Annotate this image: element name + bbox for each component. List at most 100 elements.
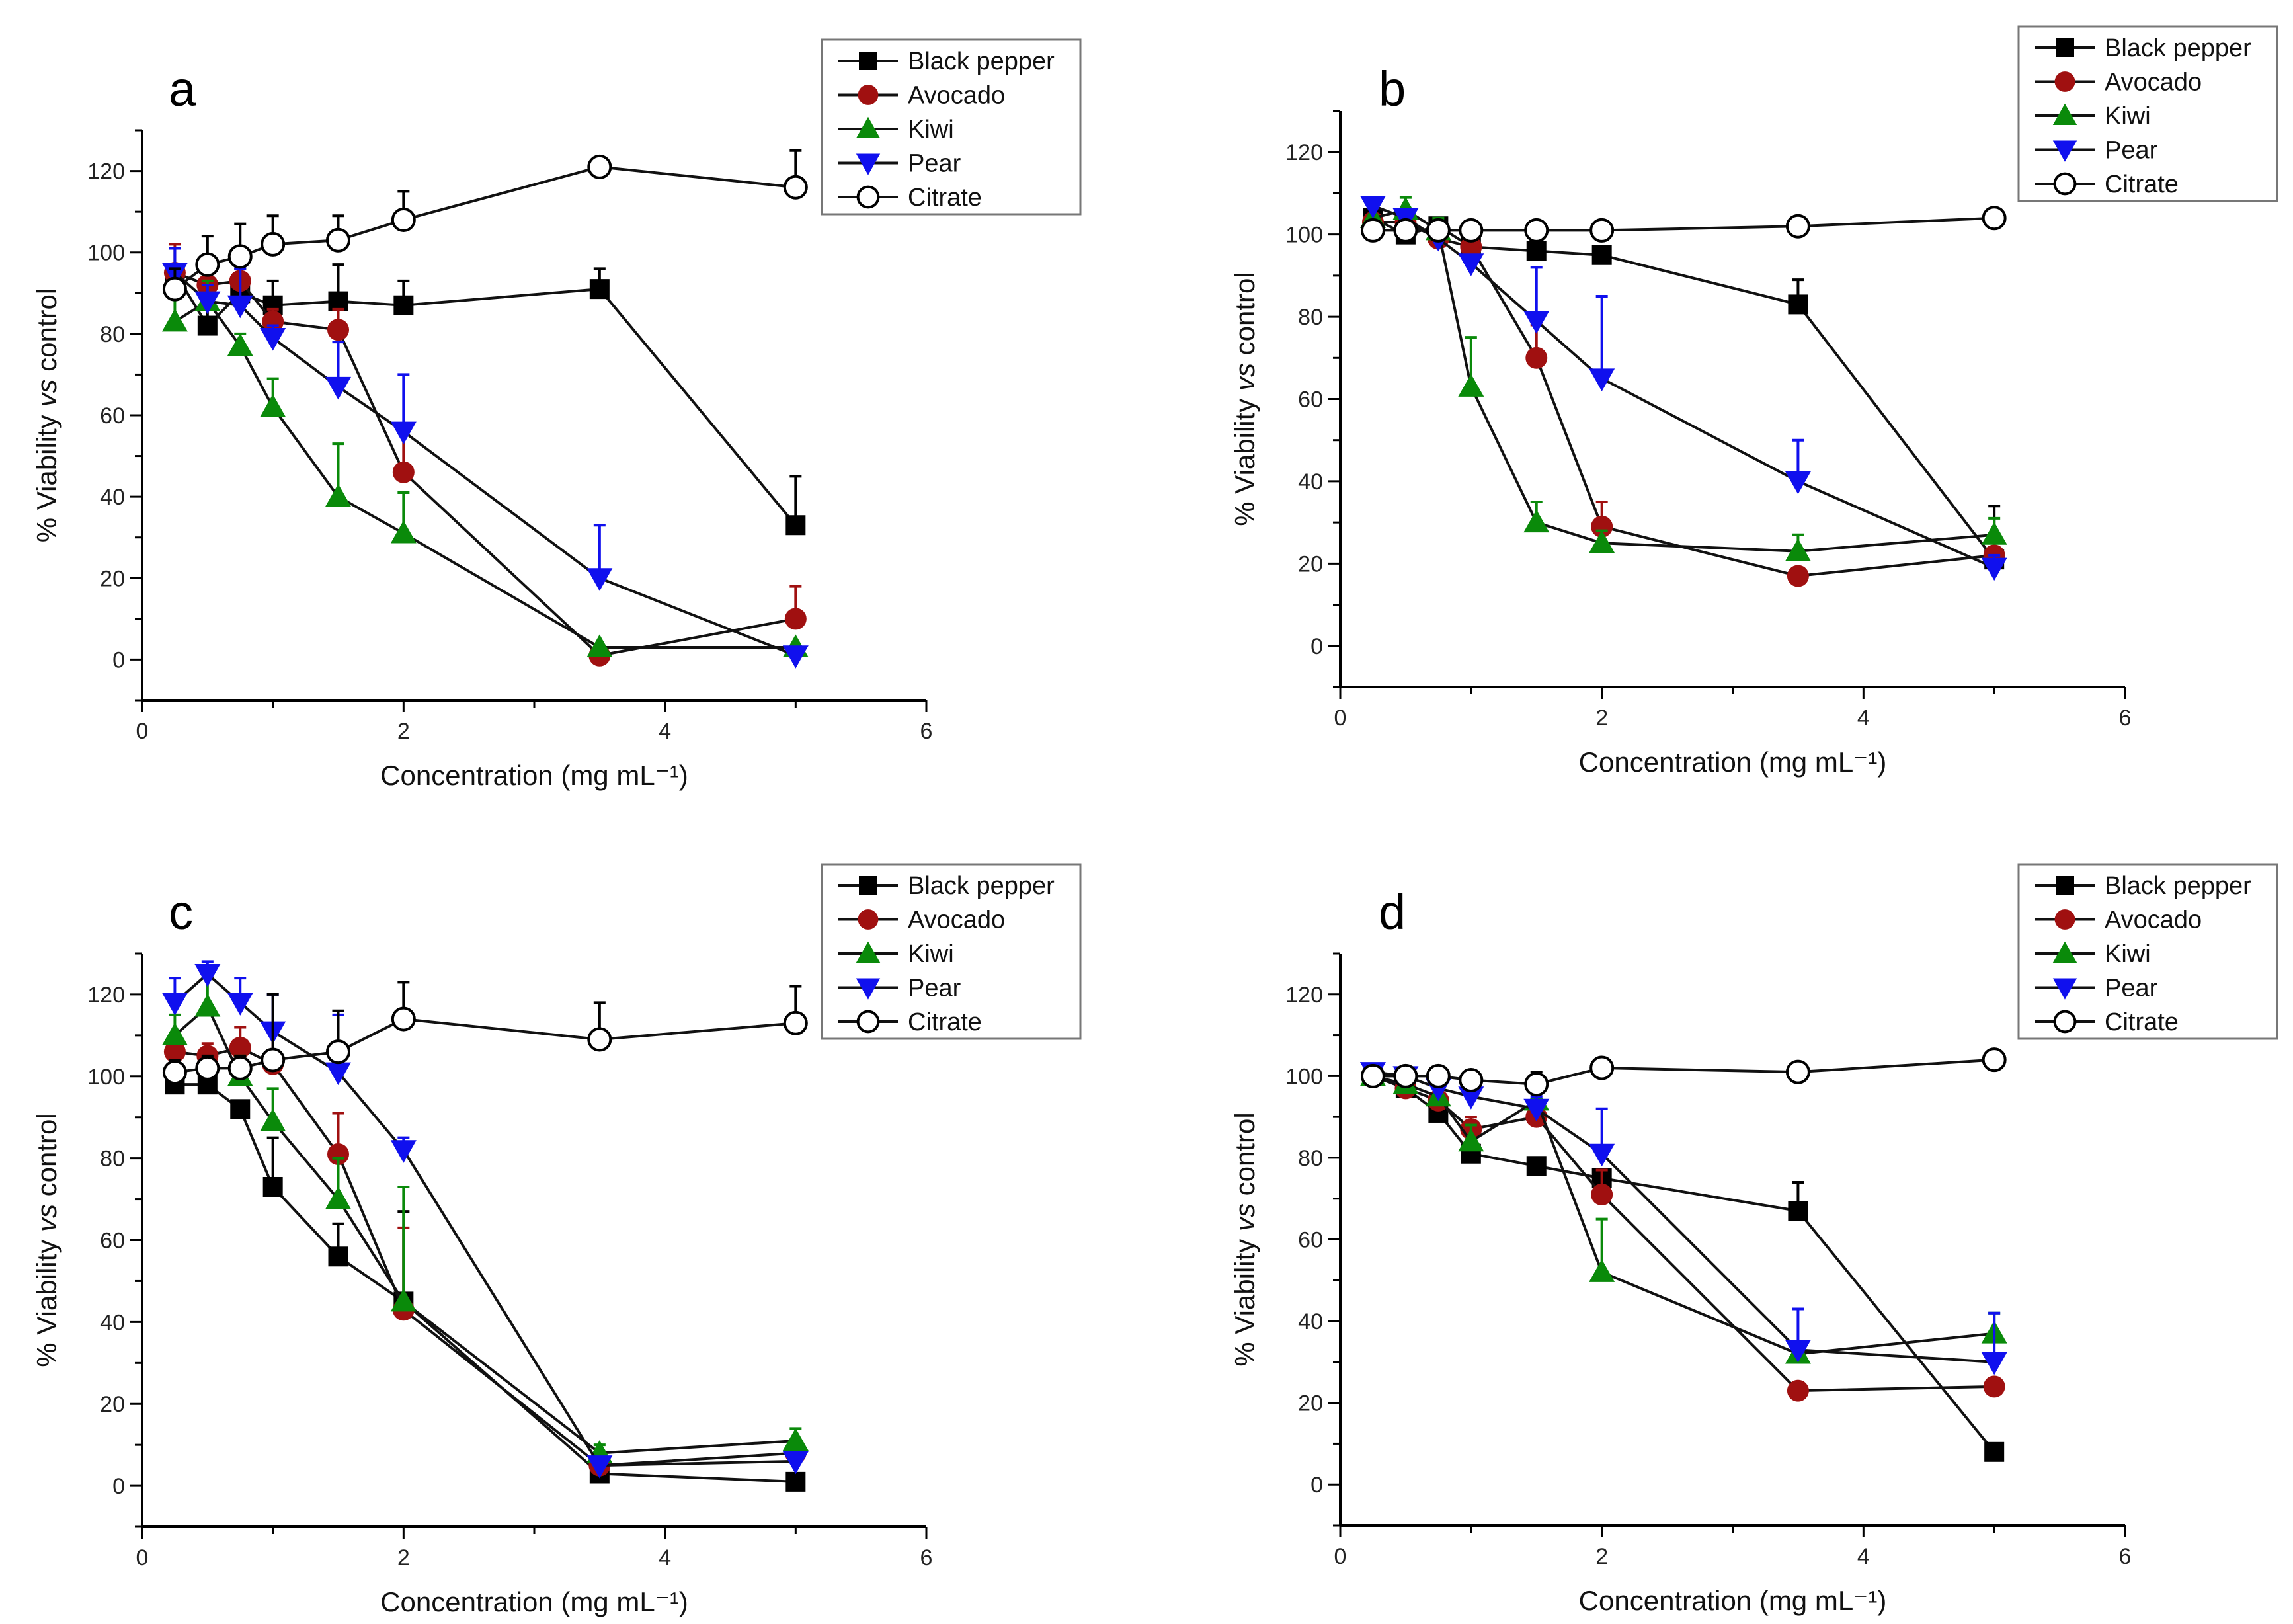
series-line [174, 299, 796, 649]
data-point [586, 568, 613, 591]
legend-label: Citrate [2105, 171, 2179, 198]
series-citrate [162, 981, 808, 1085]
data-point [783, 175, 808, 200]
legend-marker [856, 941, 881, 963]
data-point [785, 1471, 806, 1492]
data-point [325, 483, 351, 507]
y-axis-label-part: % Viability [31, 1232, 62, 1367]
y-axis-label-part: control [1229, 272, 1260, 363]
data-point [1458, 253, 1484, 276]
legend-label: Kiwi [2105, 102, 2151, 130]
data-point [1459, 1068, 1484, 1093]
data-point [1981, 557, 2007, 581]
data-point [1523, 311, 1550, 334]
y-tick-label: 0 [1310, 1473, 1323, 1498]
x-axis-label: Concentration (mg mL⁻¹) [1579, 1585, 1887, 1616]
data-point [262, 1176, 283, 1197]
data-point [1589, 218, 1615, 243]
data-point [390, 1288, 417, 1312]
series-line [174, 972, 796, 1467]
data-point [1787, 1379, 1809, 1402]
data-point [161, 308, 188, 332]
x-axis-label: Concentration (mg mL⁻¹) [380, 1586, 688, 1617]
data-point [587, 1027, 612, 1052]
series-citrate [1360, 1047, 2007, 1097]
x-tick-label: 6 [2119, 1544, 2132, 1569]
data-point [325, 1186, 351, 1209]
legend-label: Avocado [908, 907, 1005, 934]
data-point [1524, 1072, 1549, 1097]
data-point [1982, 1047, 2007, 1073]
legend-marker [2052, 978, 2077, 1000]
data-point [1785, 1059, 1810, 1084]
x-tick-label: 2 [397, 719, 410, 744]
series-avocado [1361, 1065, 2005, 1402]
legend-label: Kiwi [908, 116, 954, 143]
data-point [162, 1060, 187, 1085]
legend-label: Black pepper [908, 48, 1055, 75]
data-point [227, 993, 253, 1016]
data-point [1458, 374, 1484, 397]
data-point [261, 1047, 286, 1073]
series-line [175, 1046, 796, 1467]
data-point [390, 1140, 417, 1163]
data-point [1981, 1352, 2007, 1375]
data-point [782, 1428, 809, 1451]
legend-marker [856, 978, 881, 1000]
data-point [1525, 346, 1548, 369]
data-point [1359, 196, 1386, 219]
y-tick-label: 100 [1285, 1064, 1323, 1089]
series-avocado [163, 1026, 807, 1477]
data-point [326, 1039, 350, 1065]
x-tick-label: 0 [136, 1545, 149, 1570]
data-point [161, 1022, 188, 1045]
legend-label: Pear [2105, 137, 2158, 165]
data-point [1360, 218, 1385, 243]
data-point [782, 1451, 809, 1475]
series-pear [161, 960, 809, 1479]
legend-marker [2053, 1010, 2077, 1034]
y-axis-label: % Viability vs control [31, 288, 62, 542]
y-tick-label: 60 [100, 403, 125, 428]
y-tick-label: 120 [87, 159, 125, 184]
legend-marker [2053, 172, 2077, 196]
data-point [1785, 214, 1810, 239]
data-point [1788, 294, 1808, 315]
data-point [194, 291, 221, 315]
y-tick-label: 60 [1298, 387, 1323, 413]
data-point [586, 1455, 613, 1479]
data-point [393, 295, 414, 315]
panel-label: c [169, 885, 193, 940]
data-point [261, 231, 286, 257]
data-point [327, 1143, 349, 1165]
data-point [328, 291, 348, 311]
data-point [391, 207, 416, 232]
series-kiwi [161, 972, 809, 1463]
data-point [1523, 1098, 1550, 1122]
x-tick-label: 2 [397, 1545, 410, 1570]
data-point [227, 1055, 253, 1080]
data-point [1983, 1375, 2005, 1398]
data-point [163, 1041, 186, 1063]
legend: Black pepper Avocado Kiwi Pear Citrate [2017, 863, 2278, 1040]
y-tick-label: 40 [100, 1310, 125, 1335]
y-axis-label-part: % Viability [1229, 391, 1260, 526]
y-tick-label: 100 [87, 241, 125, 266]
data-point [327, 319, 349, 341]
y-tick-label: 100 [1285, 223, 1323, 248]
y-tick-label: 80 [100, 1147, 125, 1172]
data-point [1393, 218, 1418, 243]
data-point [1523, 509, 1550, 533]
data-point [194, 963, 221, 987]
series-citrate [162, 149, 808, 302]
y-tick-label: 0 [1310, 634, 1323, 659]
legend-marker [858, 909, 879, 930]
data-point [784, 608, 807, 630]
data-point [197, 315, 218, 336]
data-point [162, 276, 187, 302]
data-point [1524, 218, 1549, 243]
data-point [1589, 530, 1615, 553]
